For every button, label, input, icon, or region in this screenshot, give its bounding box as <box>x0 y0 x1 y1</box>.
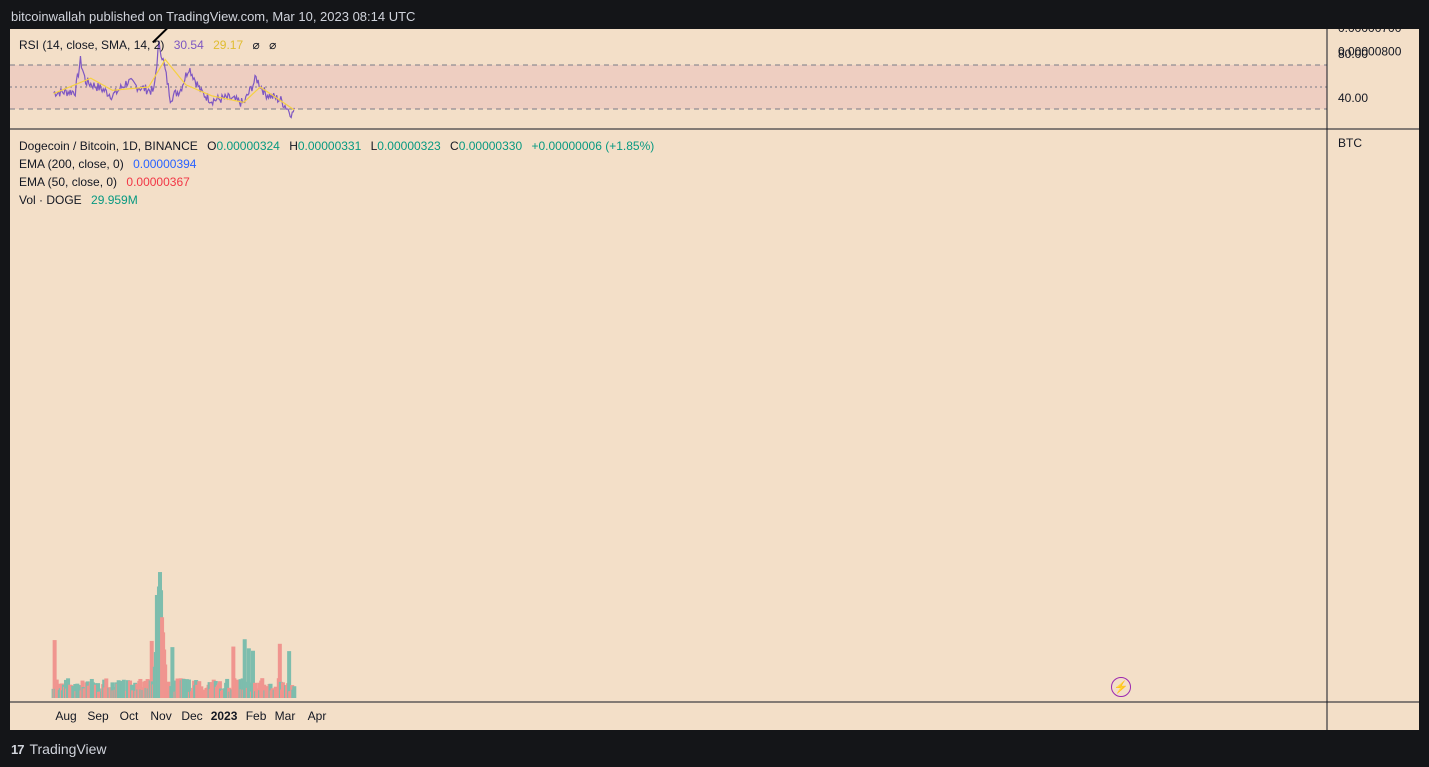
symbol-title: Dogecoin / Bitcoin, 1D, BINANCE <box>19 139 198 153</box>
volume-bar <box>238 679 243 698</box>
volume-bar <box>231 646 236 698</box>
rsi-band <box>10 65 1327 109</box>
tradingview-logo-icon: 17 <box>11 741 25 757</box>
time-tick-label: Feb <box>246 709 267 723</box>
hide-eye-icon[interactable]: ⌀ <box>252 38 260 52</box>
volume-bar <box>287 651 292 698</box>
volume-bar <box>138 678 143 698</box>
volume-bar <box>253 682 258 698</box>
volume-bar <box>277 643 282 698</box>
volume-bar <box>69 685 74 698</box>
volume-bar <box>121 679 126 698</box>
volume-bar <box>163 664 168 698</box>
time-tick-label: Nov <box>150 709 171 723</box>
publish-header: bitcoinwallah published on TradingView.c… <box>11 9 416 24</box>
volume-bar <box>242 639 247 698</box>
time-tick-label: Mar <box>275 709 296 723</box>
lightning-icon[interactable]: ⚡ <box>1111 677 1131 697</box>
time-tick-label: Oct <box>120 709 139 723</box>
rsi-sma-line <box>53 58 295 111</box>
ema50-legend[interactable]: EMA (50, close, 0) 0.00000367 <box>19 175 196 189</box>
volume-bar <box>184 679 189 698</box>
volume-bar <box>149 640 154 698</box>
volume-bar <box>166 681 171 698</box>
time-tick-label: Apr <box>308 709 327 723</box>
visibility-icon[interactable]: ⌀ <box>269 38 277 52</box>
volume-bar <box>292 686 297 698</box>
rsi-legend[interactable]: RSI (14, close, SMA, 14, 2) 30.54 29.17 … <box>19 38 282 52</box>
ema50-label: EMA (50, close, 0) <box>19 175 118 189</box>
ohlc-close: C0.00000330 <box>450 139 523 153</box>
volume-bar <box>240 678 245 698</box>
rsi-line <box>53 40 295 119</box>
rsi-label: RSI (14, close, SMA, 14, 2) <box>19 38 165 52</box>
volume-bar <box>128 680 133 698</box>
volume-bar <box>133 682 138 698</box>
volume-histogram <box>51 572 297 698</box>
volume-bar <box>170 647 175 698</box>
volume-bar <box>246 648 251 698</box>
price-tick-label: 0.00000800 <box>1338 45 1402 59</box>
rsi-sma-value: 29.17 <box>213 38 244 52</box>
volume-bar <box>235 679 240 698</box>
volume-bar <box>73 684 78 698</box>
rsi-value: 30.54 <box>173 38 204 52</box>
ema200-value: 0.00000394 <box>133 157 197 171</box>
footer: 17 TradingView <box>11 741 107 757</box>
ohlc-open: O0.00000324 <box>207 139 280 153</box>
volume-bar <box>116 680 121 698</box>
volume-bar <box>52 640 57 698</box>
volume-bar <box>175 678 180 698</box>
ohlc-change: +0.00000006 (+1.85%) <box>531 139 655 153</box>
time-tick-label: Aug <box>55 709 76 723</box>
ema50-value: 0.00000367 <box>126 175 190 189</box>
rsi-tick-label: 80.00 <box>1338 47 1368 61</box>
volume-legend[interactable]: Vol · DOGE 29.959M <box>19 193 144 207</box>
volume-value: 29.959M <box>91 193 138 207</box>
rsi-tick-label: 40.00 <box>1338 91 1368 105</box>
time-tick-label: Dec <box>181 709 202 723</box>
time-tick-label: 2023 <box>211 709 238 723</box>
price-axis: BTC0.000008000.000007000.000006000.00000… <box>10 29 1419 730</box>
footer-brand[interactable]: TradingView <box>29 741 107 757</box>
ohlc-low: L0.00000323 <box>370 139 441 153</box>
currency-label: BTC <box>1338 136 1362 150</box>
volume-bar <box>250 650 255 698</box>
chart-frame: 80.00 40.00 BTC 0.00000800 0.00000700 0.0000… <box>10 29 1419 730</box>
volume-bar <box>260 678 265 698</box>
volume-bar <box>96 683 101 698</box>
time-tick-label: Sep <box>87 709 109 723</box>
rsi-panel: 80.00 40.00 <box>10 40 1368 119</box>
volume-label: Vol · DOGE <box>19 193 82 207</box>
volume-bar <box>172 680 177 698</box>
main-legend[interactable]: Dogecoin / Bitcoin, 1D, BINANCE O0.00000… <box>19 139 660 153</box>
ema200-label: EMA (200, close, 0) <box>19 157 124 171</box>
ema200-legend[interactable]: EMA (200, close, 0) 0.00000394 <box>19 157 202 171</box>
ohlc-high: H0.00000331 <box>289 139 362 153</box>
price-tick-label: 0.00000700 <box>1338 29 1402 35</box>
volume-bar <box>110 682 115 698</box>
volume-bar <box>181 678 186 698</box>
volume-bar <box>186 679 191 698</box>
